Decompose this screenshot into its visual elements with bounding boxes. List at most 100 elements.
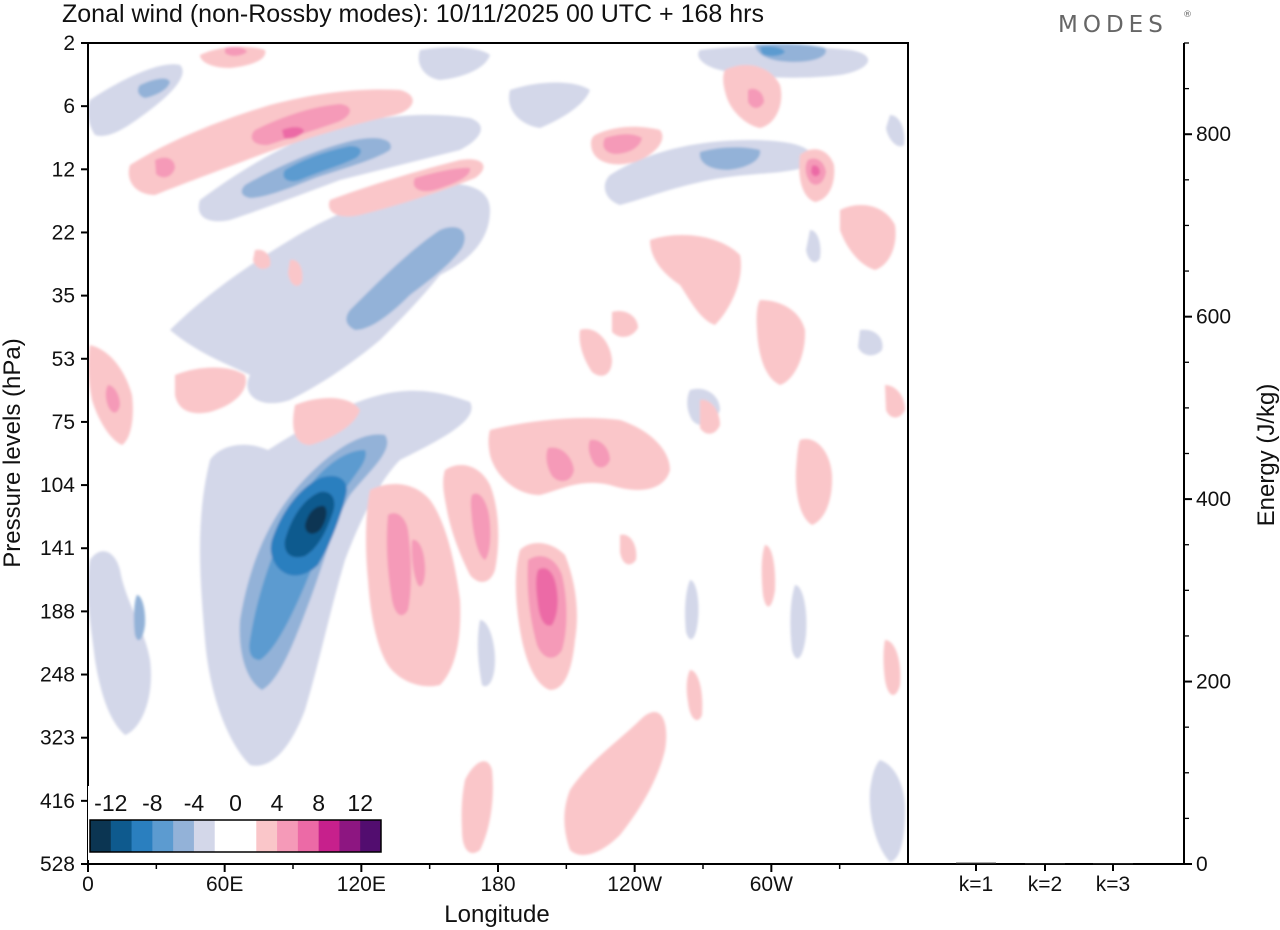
neg-field-top-right-3: [760, 46, 785, 57]
y-tick-label: 75: [52, 411, 75, 434]
x-tick-label: 180: [480, 873, 515, 896]
pos-lobe-left-3: [175, 367, 246, 414]
logo-registered-mark: ®: [1183, 10, 1192, 20]
energy-y-tick-label: 200: [1196, 671, 1231, 694]
energy-y-tick-label: 0: [1196, 853, 1208, 876]
pos-lobe-bottom-2: [461, 761, 493, 854]
pos-patch-mid-4: [612, 310, 638, 337]
neg-band-right-2: [699, 147, 761, 170]
colorbar: -12 -8 -4 0 4 8 12: [88, 786, 386, 860]
neg-field-topleft-2: [137, 78, 170, 98]
colorbar-swatch: [277, 820, 299, 852]
neg-field-top-mid: [418, 47, 490, 80]
pos-band-104-3: [588, 439, 610, 468]
pos-lobe-160-2: [470, 493, 491, 560]
pos-streak-right-3: [761, 545, 776, 607]
neg-field-core: [305, 505, 327, 534]
x-tick-label: 120E: [337, 873, 386, 896]
pos-patch-mid-5: [579, 329, 612, 376]
colorbar-label: 0: [229, 790, 242, 816]
pos-patch-mid-7: [700, 399, 720, 434]
y-tick-label: 6: [63, 95, 75, 118]
y-tick-label: 35: [52, 285, 75, 308]
colorbar-label: -8: [142, 790, 162, 816]
neg-blob-3: [806, 230, 821, 263]
x-axis-label: Longitude: [444, 901, 549, 928]
pos-band-strat-core: [282, 127, 304, 139]
pos-lobe-right-top-2: [748, 88, 764, 108]
y-tick-label: 248: [40, 664, 75, 687]
colorbar-swatches: [89, 819, 382, 853]
neg-band-strat-2: [346, 227, 465, 330]
pos-lobe-135-3: [411, 539, 426, 587]
colorbar-swatch: [339, 820, 361, 852]
neg-field-left: [88, 551, 151, 735]
colorbar-swatch: [297, 820, 320, 852]
colorbar-label: -4: [184, 790, 205, 816]
pos-patch-mid-3: [756, 300, 806, 385]
y-tick-label: 323: [40, 727, 75, 750]
neg-field-topleft: [88, 64, 183, 136]
neg-field-left-2: [133, 595, 146, 641]
colorbar-labels: -12 -8 -4 0 4 8 12: [94, 790, 373, 816]
x-tick-label: 120W: [607, 873, 662, 896]
pos-lobe-left-2: [105, 385, 120, 413]
y-tick-label: 2: [63, 32, 75, 55]
x-tick-label: 60E: [206, 873, 243, 896]
colorbar-swatch: [173, 820, 195, 852]
pos-lobe-right-mid-2: [603, 134, 642, 154]
energy-panel: 0 200 400 600 800 k=1 k=2 k=3: [908, 42, 1231, 896]
neg-band-strat: [170, 183, 490, 404]
x-tick-label: 60W: [750, 873, 793, 896]
colorbar-swatch: [318, 820, 340, 852]
pos-lobe-135: [365, 484, 461, 687]
colorbar-label: -12: [94, 790, 127, 816]
pos-patch-small-4: [620, 534, 637, 565]
colorbar-swatch: [235, 820, 257, 852]
pos-patch-small-3: [293, 398, 360, 445]
energy-bar: [956, 862, 996, 864]
pos-patch-small-2: [288, 259, 303, 286]
neg-field-mid-top: [509, 82, 590, 128]
colorbar-swatch: [214, 820, 236, 852]
pos-lobe-top-1b: [225, 47, 247, 56]
energy-bar: [1093, 863, 1133, 865]
colorbar-swatch: [193, 820, 216, 852]
y-tick-label: 53: [52, 348, 75, 371]
pos-band-strat-2: [251, 104, 350, 146]
colorbar-swatch: [90, 820, 112, 852]
pos-streak-right: [883, 640, 901, 696]
energy-category-label: k=2: [1028, 873, 1062, 896]
y-tick-label: 416: [40, 790, 75, 813]
y-tick-label: 12: [52, 158, 75, 181]
colorbar-swatch: [131, 820, 153, 852]
colorbar-swatch: [360, 820, 382, 852]
pos-patch-mid-2: [840, 205, 896, 270]
energy-y-tick-label: 800: [1196, 123, 1231, 146]
y-tick-label: 188: [40, 600, 75, 623]
pos-lobe-top-1: [200, 46, 266, 68]
neg-blob-2: [858, 329, 883, 356]
pos-band-22hpa-2: [413, 167, 471, 192]
pos-streak-right-2: [686, 670, 703, 721]
modes-logo: MODES: [1058, 12, 1168, 38]
pos-band-strat-3: [155, 157, 175, 178]
neg-streak-2: [685, 580, 699, 640]
pos-lobe-right-12hpa-core: [811, 165, 820, 177]
energy-axis-label: Energy (J/kg): [1253, 384, 1280, 527]
y-tick-label: 22: [52, 221, 75, 244]
colorbar-swatch: [110, 820, 133, 852]
neg-band-12hpa-3: [283, 146, 361, 182]
colorbar-label: 4: [271, 790, 284, 816]
neg-band-right: [604, 140, 813, 205]
pos-patch-mid-6: [795, 439, 833, 525]
x-tick-label: 0: [82, 873, 94, 896]
y-tick-label: 528: [40, 853, 75, 876]
neg-blob-4: [886, 115, 905, 147]
energy-bar: [1025, 863, 1065, 865]
contour-field: [88, 44, 905, 862]
energy-category-label: k=3: [1096, 873, 1130, 896]
energy-y-tick-label: 400: [1196, 488, 1231, 511]
pos-patch-small-1: [253, 249, 271, 269]
